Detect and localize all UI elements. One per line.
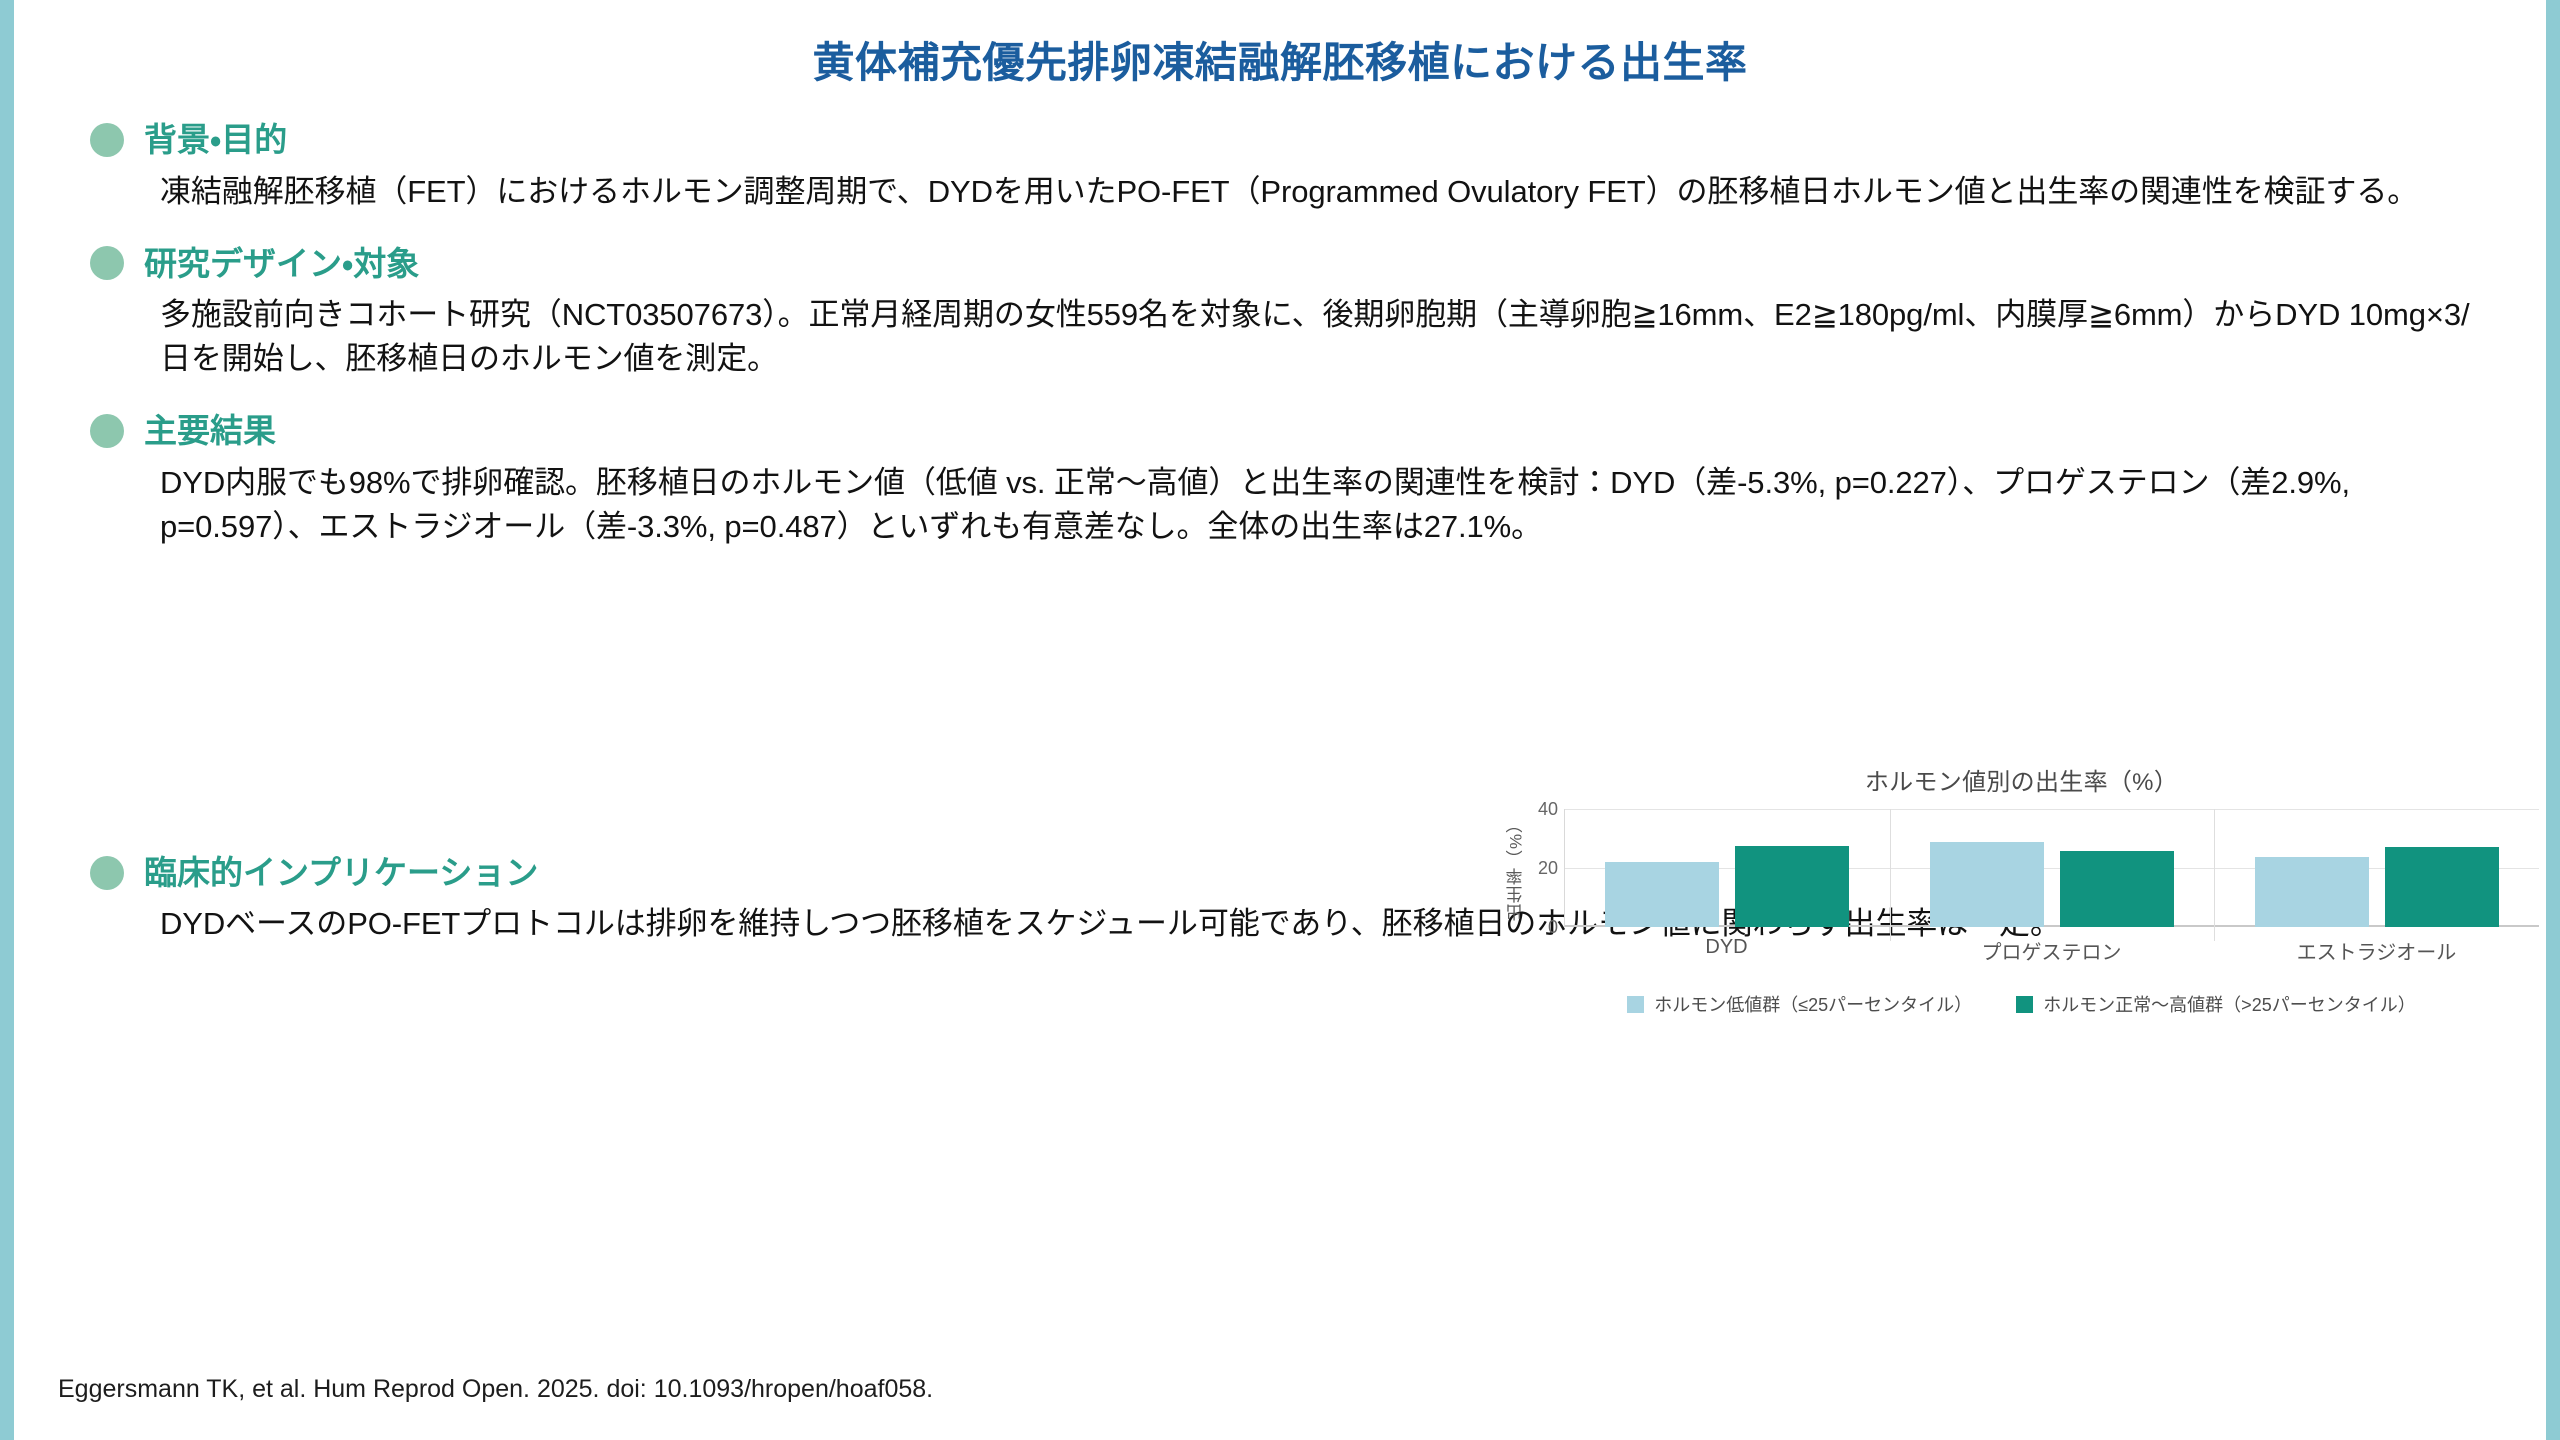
birth-rate-bar-chart: ホルモン値別の出生率（%） 出生率（%） 0 20 40 DYD プロゲステロン エ… <box>1504 762 2539 1032</box>
chart-bar-group <box>2214 809 2539 941</box>
bullet-icon <box>90 855 124 890</box>
content-area: 背景・目的 凍結融解胚移植（FET）におけるホルモン調整周期で、DYDを用いたP… <box>14 120 2546 950</box>
chart-gridline <box>1565 868 2539 869</box>
chart-plot-area <box>1564 809 2539 941</box>
section-body-text: 多施設前向きコホート研究（NCT03507673）。正常月経周期の女性559名を… <box>160 297 2470 377</box>
section-heading-row: 研究デザイン・対象 <box>72 244 2488 284</box>
chart-y-tick: 20 <box>1537 858 1558 878</box>
section-heading-row: 背景・目的 <box>72 120 2488 160</box>
chart-x-label: エストラジオール <box>2296 942 2457 964</box>
bullet-icon <box>90 122 124 157</box>
section-heading-row: 臨床的インプリケーション <box>72 853 2488 893</box>
title-bar: 黄体補充優先排卵凍結融解胚移植における出生率 <box>14 0 2546 88</box>
chart-bar-group <box>1889 809 2215 941</box>
section-main-results: 主要結果 DYD内服でも98%で排卵確認。胚移植日のホルモン値（低値 vs. 正… <box>72 411 2488 549</box>
section-body-text: DYD内服でも98%で排卵確認。胚移植日のホルモン値（低値 vs. 正常〜高値）… <box>160 464 2350 544</box>
legend-item-high: ホルモン正常〜高値群（>25パーセンタイル） <box>2016 991 2416 1017</box>
section-heading-label: 主要結果 <box>144 412 276 450</box>
bullet-icon <box>90 414 124 449</box>
section-heading-label: 背景・目的 <box>144 121 288 158</box>
bullet-icon <box>90 246 124 281</box>
citation-footer: Eggersmann TK, et al. Hum Reprod Open. 2… <box>58 1375 934 1403</box>
chart-bar <box>1605 862 1720 927</box>
chart-bar <box>1930 842 2044 927</box>
section-study-design: 研究デザイン・対象 多施設前向きコホート研究（NCT03507673）。正常月経… <box>72 244 2488 382</box>
chart-x-label: DYD <box>1705 936 1748 958</box>
page-title: 黄体補充優先排卵凍結融解胚移植における出生率 <box>812 39 1748 86</box>
chart-x-axis-line <box>1565 925 2539 927</box>
section-heading-row: 主要結果 <box>72 411 2488 451</box>
section-body-text: 凍結融解胚移植（FET）におけるホルモン調整周期で、DYDを用いたPO-FET（… <box>160 173 2419 209</box>
chart-bar <box>2384 846 2499 927</box>
chart-bar <box>2060 850 2174 927</box>
legend-label: ホルモン正常〜高値群（>25パーセンタイル） <box>2043 995 2416 1015</box>
chart-bar-group <box>1565 809 1890 927</box>
legend-label: ホルモン低値群（≤25パーセンタイル） <box>1654 995 1973 1015</box>
chart-x-label: プロゲステロン <box>1981 942 2122 964</box>
chart-legend: ホルモン低値群（≤25パーセンタイル） ホルモン正常〜高値群（>25パーセンタイ… <box>1504 991 2539 1017</box>
chart-title: ホルモン値別の出生率（%） <box>1864 769 2179 796</box>
spacer <box>72 385 2488 411</box>
chart-y-ticks: 0 20 40 <box>1528 800 1564 936</box>
chart-x-axis-labels: DYD プロゲステロン エストラジオール <box>1564 936 2539 965</box>
section-heading-label: 研究デザイン・対象 <box>144 244 420 282</box>
chart-bar <box>1735 846 1850 927</box>
chart-bar-groups <box>1565 809 2539 941</box>
spacer <box>72 218 2488 244</box>
chart-plot-row: 出生率（%） 0 20 40 <box>1504 800 2539 941</box>
chart-y-tick: 0 <box>1547 917 1558 937</box>
section-background-purpose: 背景・目的 凍結融解胚移植（FET）におけるホルモン調整周期で、DYDを用いたP… <box>72 120 2488 214</box>
chart-bar <box>2254 856 2369 927</box>
section-heading-label: 臨床的インプリケーション <box>144 853 539 891</box>
legend-swatch-icon <box>1627 995 1645 1013</box>
legend-item-low: ホルモン低値群（≤25パーセンタイル） <box>1627 991 1972 1017</box>
chart-gridline <box>1565 809 2539 810</box>
chart-y-axis-label: 出生率（%） <box>1506 814 1526 922</box>
chart-y-tick: 40 <box>1537 799 1558 819</box>
legend-swatch-icon <box>2016 995 2034 1013</box>
